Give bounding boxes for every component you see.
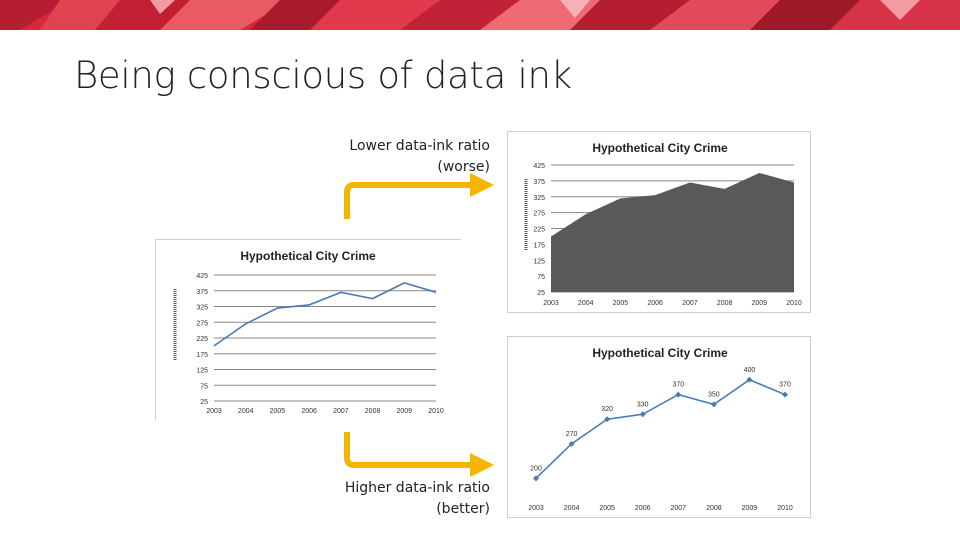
y-tick-label: 425 <box>196 273 208 280</box>
y-tick-label: 75 <box>200 383 208 390</box>
x-tick-label: 2005 <box>599 505 615 512</box>
data-point-marker <box>604 416 611 423</box>
x-tick-label: 2003 <box>528 505 544 512</box>
data-point-marker <box>710 401 717 408</box>
x-tick-label: 2004 <box>238 408 254 415</box>
x-tick-label: 2010 <box>777 505 793 512</box>
y-tick-label: 325 <box>533 195 545 202</box>
x-tick-label: 2007 <box>682 300 698 307</box>
y-tick-label: 25 <box>200 399 208 406</box>
x-tick-label: 2003 <box>206 408 222 415</box>
x-tick-label: 2008 <box>365 408 381 415</box>
data-label: 320 <box>601 406 613 413</box>
y-tick-label: 225 <box>533 227 545 234</box>
data-label: 200 <box>530 465 542 472</box>
higher-ratio-caption: Higher data-ink ratio (better) <box>300 478 490 520</box>
y-tick-label: 275 <box>533 211 545 218</box>
y-tick-label: 25 <box>537 290 545 297</box>
x-tick-label: 2009 <box>742 505 758 512</box>
data-label: 330 <box>637 401 649 408</box>
y-tick-label: 125 <box>196 368 208 375</box>
x-tick-label: 2004 <box>564 505 580 512</box>
x-tick-label: 2010 <box>428 408 444 415</box>
area-series <box>551 172 794 292</box>
x-tick-label: 2010 <box>786 300 802 307</box>
x-tick-label: 2006 <box>301 408 317 415</box>
data-label: 270 <box>566 431 578 438</box>
chart-title: Hypothetical City Crime <box>592 346 728 360</box>
minimal-line-chart-svg: Hypothetical City Crime 200 270 320 330 370 35… <box>528 346 793 512</box>
data-label: 350 <box>708 391 720 398</box>
data-point-marker <box>639 411 646 418</box>
y-tick-label: 275 <box>196 320 208 327</box>
higher-caption-line1: Higher data-ink ratio <box>344 480 490 496</box>
y-tick-label: 375 <box>196 289 208 296</box>
series-line <box>535 378 786 479</box>
x-tick-label: 2007 <box>333 408 349 415</box>
x-tick-label: 2008 <box>706 505 722 512</box>
y-tick-label: 225 <box>196 336 208 343</box>
x-tick-label: 2003 <box>543 300 559 307</box>
x-tick-label: 2009 <box>396 408 412 415</box>
original-line-chart-svg: Hypothetical City Crime 425 375 325 275 225 17… <box>173 249 444 415</box>
data-label: 370 <box>779 382 791 389</box>
y-tick-label: 75 <box>537 274 545 281</box>
x-tick-label: 2004 <box>578 300 594 307</box>
banner-graphic <box>0 0 960 30</box>
y-tick-label: 425 <box>533 163 545 170</box>
area-chart: Hypothetical City Crime 425 375 325 275 225 17… <box>507 131 811 313</box>
y-tick-label: 175 <box>533 242 545 249</box>
data-label: 370 <box>672 382 684 389</box>
data-point-marker <box>746 376 753 383</box>
x-tick-label: 2005 <box>613 300 629 307</box>
x-tick-label: 2006 <box>635 505 651 512</box>
y-tick-label: 125 <box>533 258 545 265</box>
arrow-up-to-worse <box>344 173 494 219</box>
x-tick-label: 2005 <box>270 408 286 415</box>
y-tick-label: 175 <box>196 352 208 359</box>
data-point-marker <box>533 475 539 482</box>
higher-caption-line2: (better) <box>436 501 490 517</box>
data-point-marker <box>568 440 575 447</box>
original-line-chart: Hypothetical City Crime 425 375 325 275 225 17… <box>155 239 461 420</box>
header-banner <box>0 0 960 30</box>
lower-caption-line1: Lower data-ink ratio <box>349 138 490 154</box>
x-tick-label: 2007 <box>670 505 686 512</box>
data-point-marker <box>675 391 682 398</box>
y-tick-label: 375 <box>533 179 545 186</box>
lower-caption-line2: (worse) <box>437 159 490 175</box>
series-line <box>213 282 437 347</box>
x-tick-label: 2008 <box>717 300 733 307</box>
chart-title: Hypothetical City Crime <box>240 249 376 263</box>
lower-ratio-caption: Lower data-ink ratio (worse) <box>300 136 490 178</box>
y-tick-label: 325 <box>196 305 208 312</box>
slide-title: Being conscious of data ink <box>74 54 572 97</box>
minimal-line-chart: Hypothetical City Crime 200 270 320 330 370 35… <box>507 336 811 518</box>
area-chart-svg: Hypothetical City Crime 425 375 325 275 225 17… <box>524 141 802 307</box>
x-tick-label: 2009 <box>751 300 767 307</box>
chart-title: Hypothetical City Crime <box>592 141 728 155</box>
arrow-down-to-better <box>344 432 494 477</box>
data-point-marker <box>782 391 788 398</box>
data-label: 400 <box>744 367 756 374</box>
x-tick-label: 2006 <box>647 300 663 307</box>
